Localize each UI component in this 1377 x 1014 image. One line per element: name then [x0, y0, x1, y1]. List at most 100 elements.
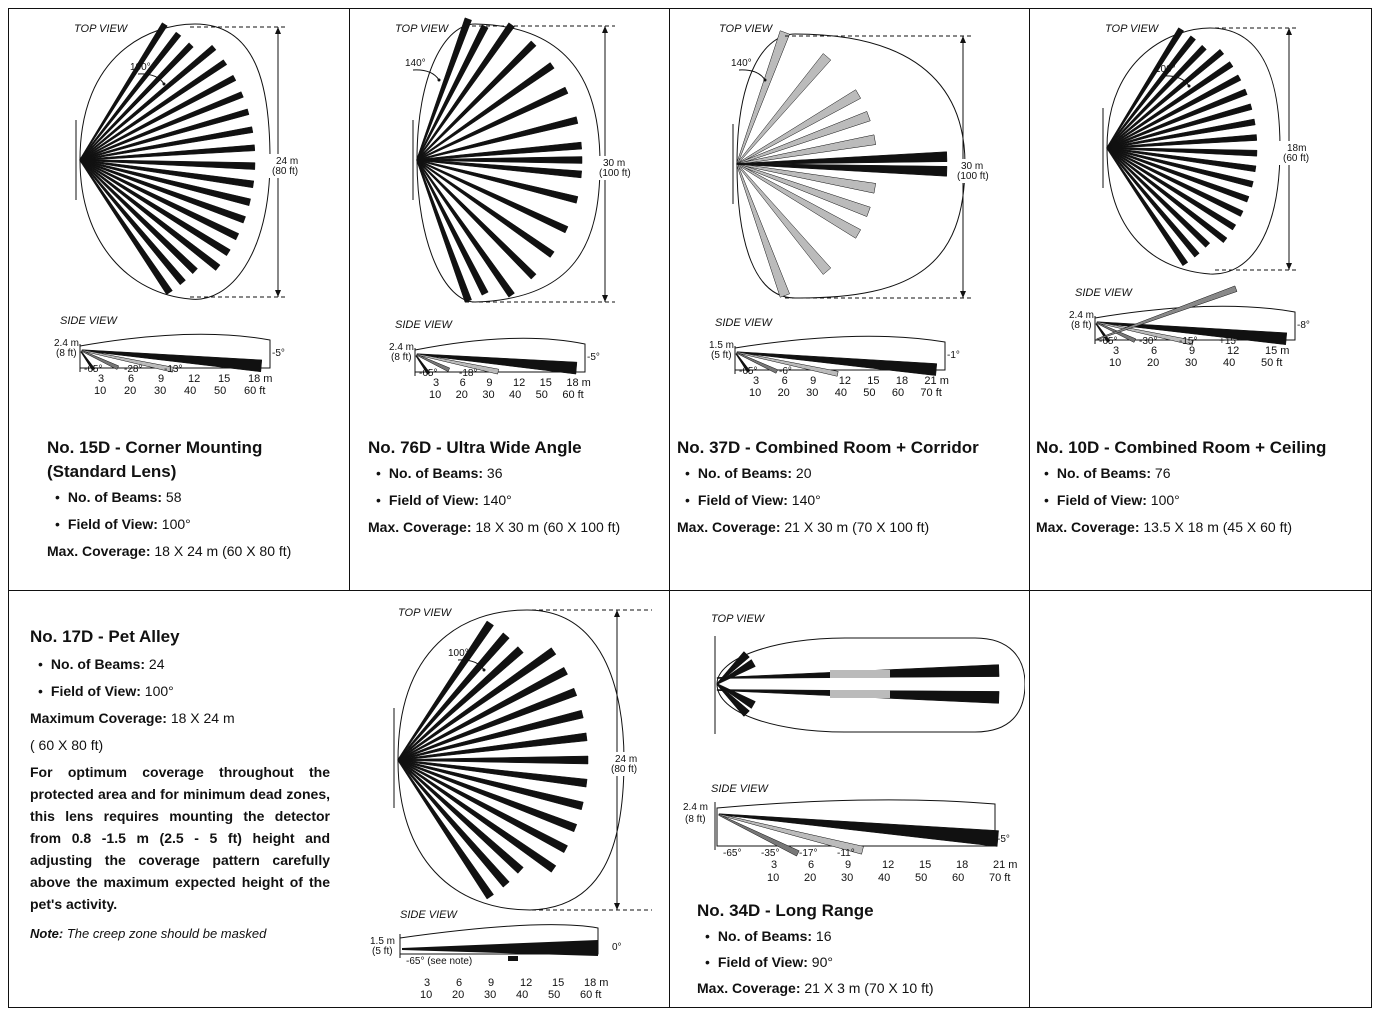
side-angle-label: -28°	[124, 364, 142, 375]
tick-ft: 30	[154, 385, 166, 397]
beam	[716, 683, 750, 717]
side-view-label: SIDE VIEW	[395, 319, 453, 331]
tick-m: 6	[808, 859, 814, 871]
range-m-label: 30 m	[961, 161, 983, 172]
height-m-label: 2.4 m	[683, 802, 708, 813]
tick-ft: 30	[484, 989, 496, 1001]
side-angle-label: -13°	[164, 364, 182, 375]
top-view-label: TOP VIEW	[711, 613, 766, 625]
side-envelope	[734, 335, 946, 371]
col-divider-1	[349, 8, 350, 590]
tick-m: 6	[1151, 345, 1157, 357]
height-m-label: 2.4 m	[389, 342, 414, 353]
coverage-line: Max. Coverage: 18 X 30 m (60 X 100 ft)	[368, 519, 621, 535]
height-ft-label: (8 ft)	[56, 348, 77, 359]
side-angle-label: -65°	[739, 366, 757, 377]
tick-ft: 70 ft	[920, 387, 941, 399]
angle-arrow	[412, 69, 440, 81]
col-divider-3	[1029, 8, 1030, 1008]
arrow-head	[602, 26, 608, 33]
fov-item: Field of View: 100°	[30, 678, 330, 705]
beam-gray	[830, 690, 890, 698]
coverage-line: Max. Coverage: 13.5 X 18 m (45 X 60 ft)	[1036, 519, 1293, 535]
tick-ft: 20	[804, 872, 816, 884]
tick-m: 18 m	[248, 373, 272, 385]
arrow-head	[602, 295, 608, 302]
tick-m: 9	[158, 373, 164, 385]
beam-gray	[830, 670, 890, 678]
range-ft-label: (100 ft)	[957, 171, 989, 182]
angle-arrow	[1162, 75, 1190, 87]
beam	[79, 159, 173, 295]
tick-m: 15	[919, 859, 931, 871]
lens-title: No. 37D - Combined Room + Corridor	[677, 438, 979, 457]
tick-m: 18	[896, 375, 908, 387]
beam	[416, 159, 555, 258]
coverage-line: Max. Coverage: 21 X 30 m (70 X 100 ft)	[677, 519, 930, 535]
tick-ft: 50	[863, 387, 875, 399]
height-ft-label: (5 ft)	[711, 350, 732, 361]
beam	[736, 163, 948, 177]
fov-item: Field of View: 100°	[47, 511, 347, 538]
tick-m: 15	[867, 375, 879, 387]
beam	[718, 814, 800, 857]
tick-m: 3	[753, 375, 759, 387]
range-ft-label: (100 ft)	[599, 168, 631, 179]
fov-item: Field of View: 90°	[697, 949, 1017, 975]
beams-item: No. of Beams: 76	[1036, 460, 1370, 487]
side-angle-label: -5°	[587, 352, 600, 363]
tick-ft: 30	[841, 872, 853, 884]
tick-m: 12	[520, 977, 532, 989]
range-ft-label: (60 ft)	[1283, 153, 1309, 164]
lens-37d-diagram: TOP VIEW 140° 30 m(100 ft) SIDE VIEW 1.5 m(5…	[709, 23, 991, 399]
tick-ft: 20	[452, 989, 464, 1001]
range-m-label: 30 m	[603, 158, 625, 169]
beam	[80, 351, 96, 371]
tick-ft: 60 ft	[580, 989, 601, 1001]
tick-ft: 20	[124, 385, 136, 397]
side-view-label: SIDE VIEW	[60, 315, 118, 327]
tick-m: 9	[488, 977, 494, 989]
beam	[1106, 147, 1189, 267]
tick-ft: 70 ft	[989, 872, 1010, 884]
lens-title: No. 76D - Ultra Wide Angle	[368, 438, 582, 457]
height-ft-label: (8 ft)	[685, 814, 706, 825]
arrow-head	[614, 610, 620, 617]
tick-m: 9	[845, 859, 851, 871]
tick-ft: 10	[429, 389, 441, 401]
side-envelope	[399, 924, 599, 955]
lens-10d-diagram: TOP VIEW 100° 18m(60 ft) SIDE VIEW 2.4 m(8 f…	[1069, 23, 1317, 369]
side-angle-label: -65°	[84, 364, 102, 375]
beam	[736, 30, 790, 165]
coverage-outline	[716, 637, 1025, 733]
tick-ft: 10	[420, 989, 432, 1001]
beam	[416, 354, 451, 372]
range-m-label: 18m	[1287, 143, 1306, 154]
tick-ft: 30	[806, 387, 818, 399]
beam	[416, 40, 537, 161]
tick-ft: 10	[749, 387, 761, 399]
fov-angle-label: 140°	[405, 58, 426, 69]
side-angle-label: -8°	[1297, 320, 1310, 331]
fov-item: Field of View: 100°	[1036, 487, 1370, 514]
fov-angle-label: 140°	[731, 58, 752, 69]
range-ft-label: (80 ft)	[272, 166, 298, 177]
tick-ft: 40	[516, 989, 528, 1001]
tick-ft: 50	[536, 389, 548, 401]
arrow-tip	[482, 668, 486, 672]
height-ft-label: (5 ft)	[372, 946, 393, 957]
lens-34d-specs: No. 34D - Long Range No. of Beams: 16 Fi…	[697, 899, 1017, 1001]
top-view-label: TOP VIEW	[395, 23, 450, 35]
tick-m: 12	[513, 377, 525, 389]
side-angle-label: 0°	[612, 942, 622, 953]
side-angle-label: -35°	[761, 848, 779, 859]
arrow-head	[614, 903, 620, 910]
tick-m: 6	[128, 373, 134, 385]
coverage-line: Max. Coverage: 18 X 24 m (60 X 80 ft)	[47, 543, 292, 559]
side-angle-label: -65°	[723, 848, 741, 859]
beams-item: No. of Beams: 24	[30, 651, 330, 678]
range-m-label: 24 m	[276, 156, 298, 167]
range-m-label: 24 m	[615, 754, 637, 765]
row-divider	[8, 590, 1372, 591]
